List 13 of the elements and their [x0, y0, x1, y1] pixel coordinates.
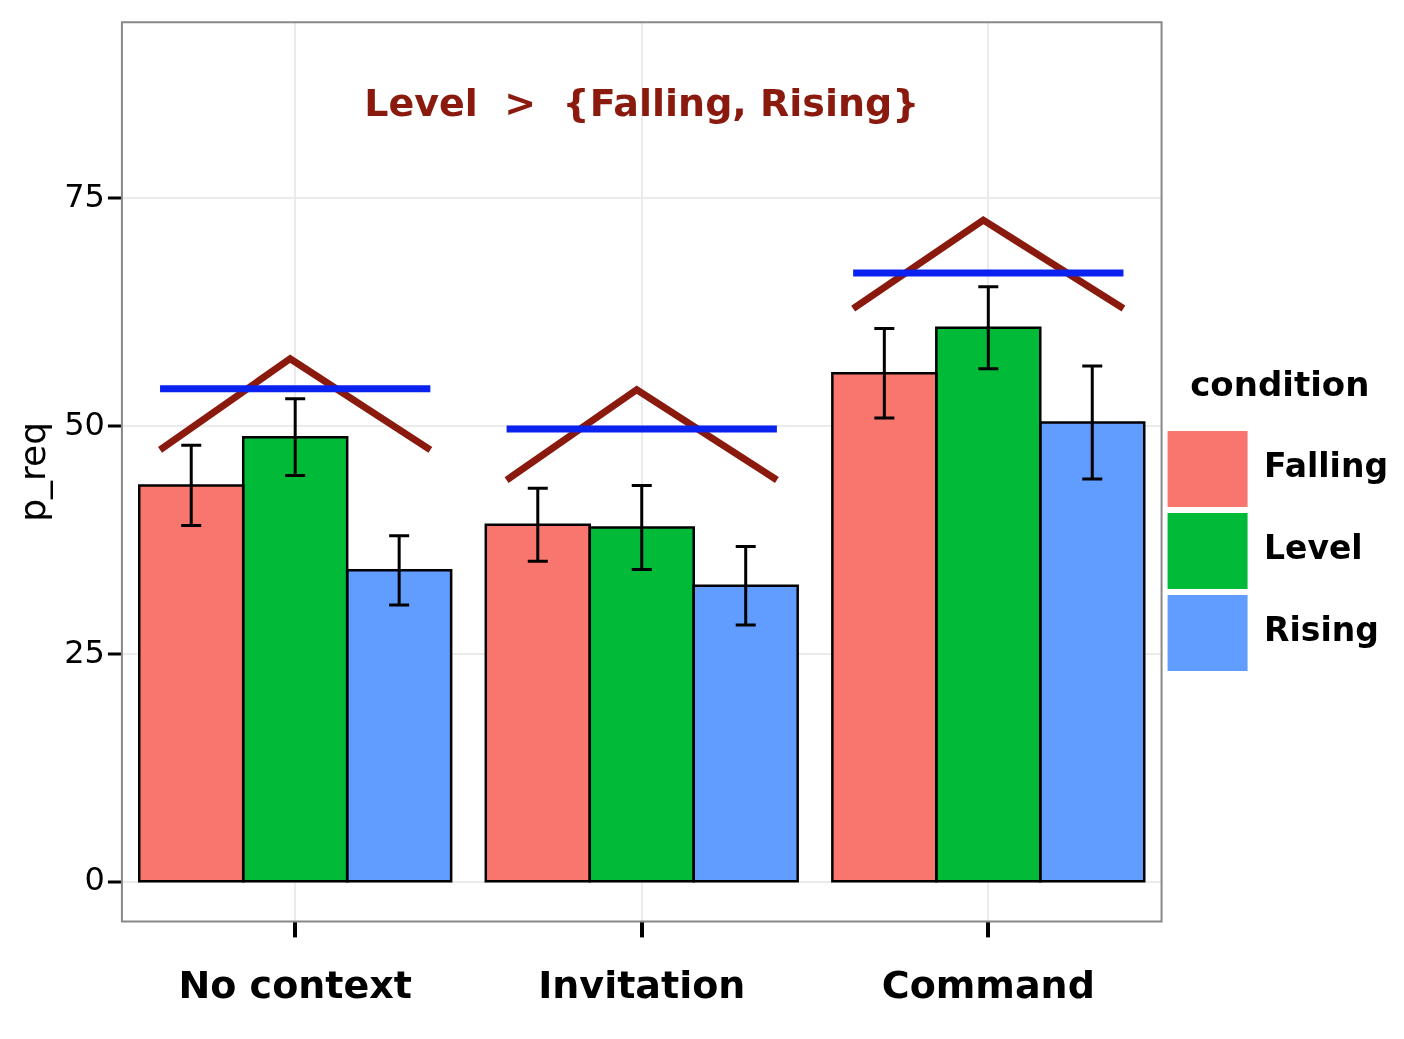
x-tick-label: No context	[178, 963, 412, 1008]
y-axis-title: p_req	[11, 421, 53, 522]
y-tick-label: 75	[64, 176, 105, 215]
y-tick-label: 50	[64, 404, 105, 443]
y-tick-label: 25	[64, 632, 105, 671]
x-tick-label: Command	[881, 963, 1095, 1008]
legend-label: Level	[1264, 528, 1363, 568]
legend-title: condition	[1190, 363, 1370, 404]
y-tick-label: 0	[84, 860, 105, 899]
x-tick-label: Invitation	[538, 963, 746, 1008]
legend-label: Rising	[1264, 610, 1379, 650]
legend-label: Falling	[1264, 446, 1389, 486]
annotation: Level > {Falling, Rising}	[364, 81, 920, 126]
